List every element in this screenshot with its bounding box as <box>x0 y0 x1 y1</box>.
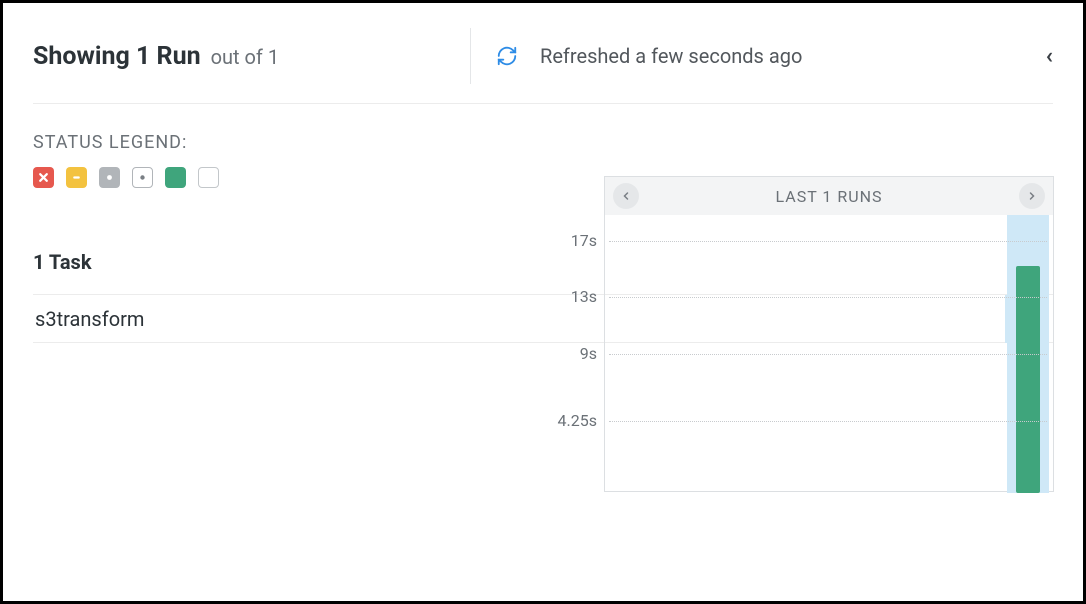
legend-inactive-icon <box>99 167 120 188</box>
header-divider <box>470 28 471 84</box>
chart-y-tick-label: 9s <box>553 344 597 363</box>
panel-root: Showing 1 Run out of 1 Refreshed a few s… <box>0 0 1086 604</box>
tasks-count-header: 1 Task <box>33 250 573 274</box>
runs-chart-title: LAST 1 RUNS <box>775 187 882 206</box>
chart-y-tick-label: 4.25s <box>553 411 597 430</box>
chart-gridline <box>609 421 1047 422</box>
legend-success-icon <box>165 167 186 188</box>
header-title: Showing 1 Run <box>33 42 201 71</box>
chart-gridline <box>609 297 1047 298</box>
refresh-icon[interactable] <box>496 45 518 67</box>
chart-next-button[interactable] <box>1019 183 1045 209</box>
chart-bar[interactable] <box>1016 266 1040 493</box>
header-right: Refreshed a few seconds ago ‹‹ <box>496 44 1053 69</box>
chart-gridline <box>609 241 1047 242</box>
status-legend-label: STATUS LEGEND: <box>33 132 573 153</box>
legend-failed-icon <box>33 167 54 188</box>
runs-chart-body: 17s13s9s4.25s <box>605 215 1053 493</box>
chart-y-tick-label: 17s <box>553 231 597 250</box>
chart-prev-button[interactable] <box>613 183 639 209</box>
collapse-button[interactable]: ‹‹ <box>1046 44 1053 69</box>
runs-chart-header: LAST 1 RUNS <box>605 177 1053 215</box>
legend-empty-icon <box>198 167 219 188</box>
chart-y-tick-label: 13s <box>553 287 597 306</box>
refresh-status-text: Refreshed a few seconds ago <box>540 44 1024 68</box>
header-left: Showing 1 Run out of 1 <box>33 42 470 71</box>
divider-top <box>33 103 1053 104</box>
header-subtitle: out of 1 <box>211 45 280 69</box>
status-legend-row <box>33 167 573 188</box>
runs-chart-panel: LAST 1 RUNS 17s13s9s4.25s <box>604 176 1054 492</box>
left-column: STATUS LEGEND: 1 Task <box>33 132 573 274</box>
header: Showing 1 Run out of 1 Refreshed a few s… <box>33 31 1053 81</box>
chart-gridline <box>609 354 1047 355</box>
legend-warning-icon <box>66 167 87 188</box>
legend-queued-icon <box>132 167 153 188</box>
